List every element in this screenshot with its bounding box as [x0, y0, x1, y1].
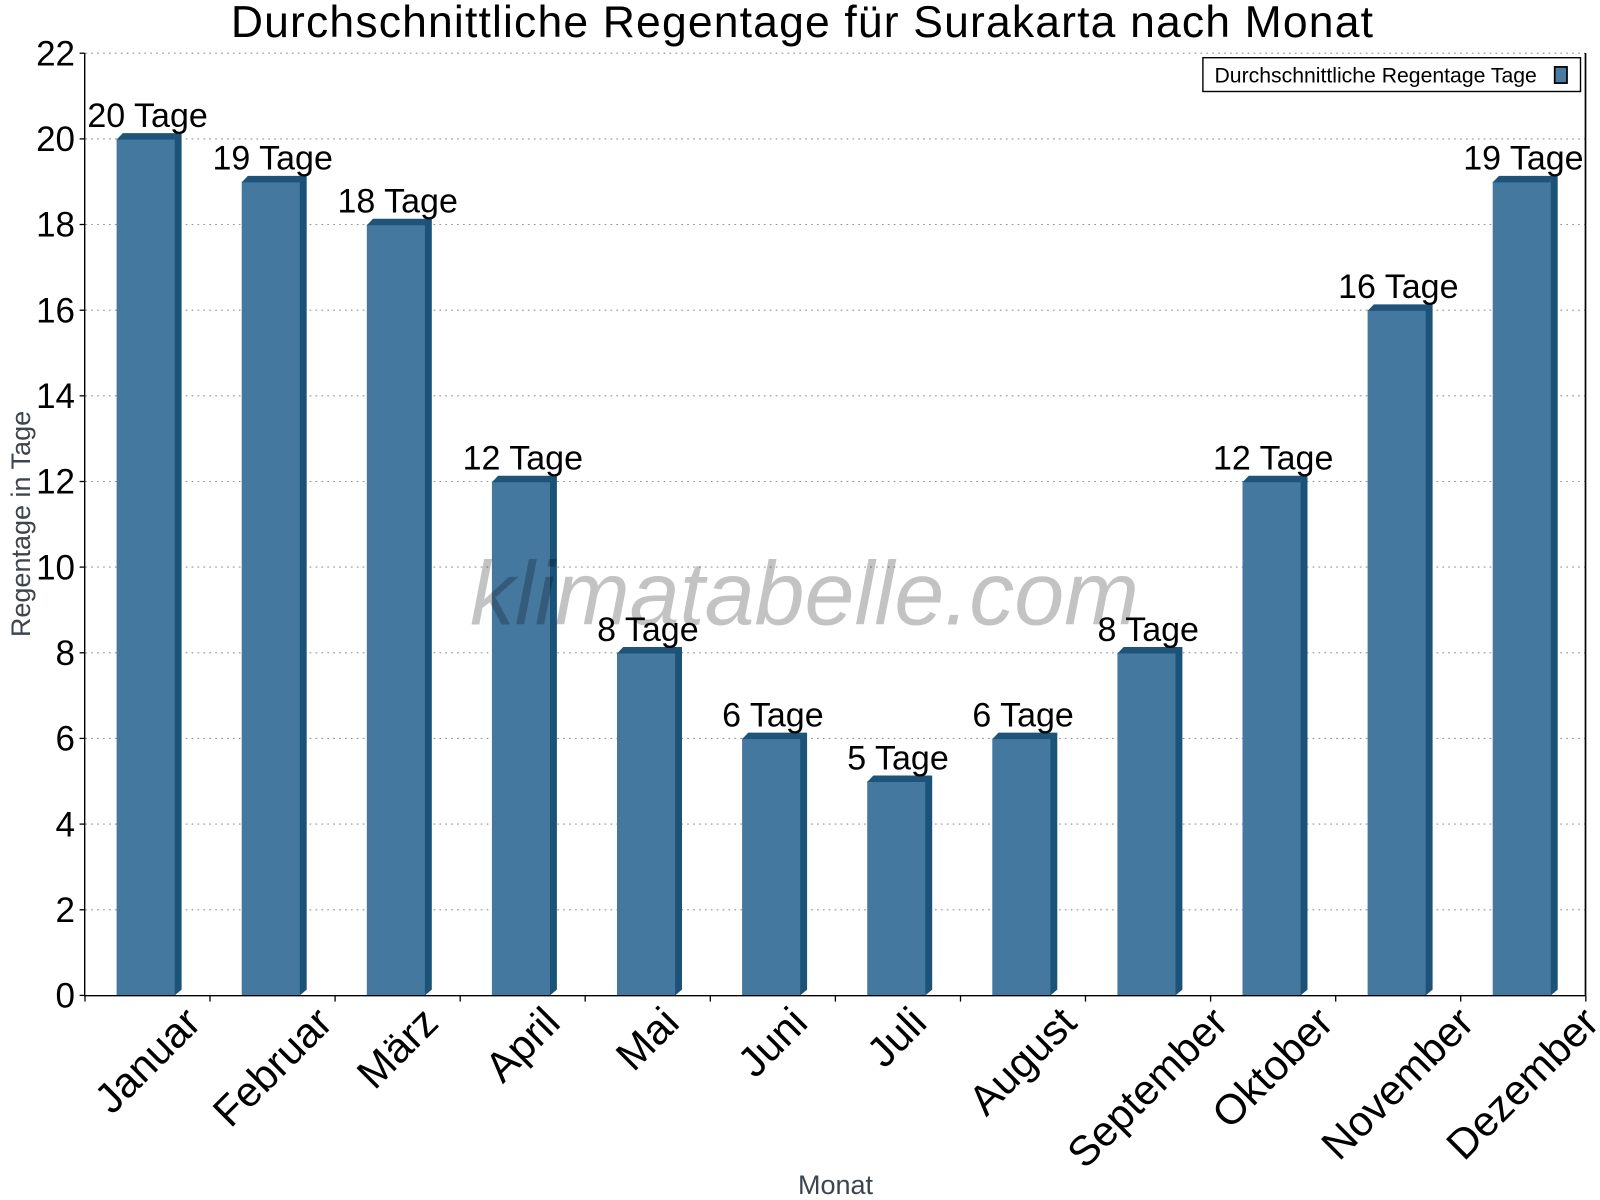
svg-text:2: 2 [56, 891, 75, 930]
svg-text:Monat: Monat [798, 1170, 874, 1200]
svg-text:18: 18 [36, 206, 75, 245]
svg-text:8 Tage: 8 Tage [597, 611, 698, 649]
svg-text:12 Tage: 12 Tage [463, 440, 583, 478]
svg-text:5 Tage: 5 Tage [847, 739, 948, 777]
svg-text:10: 10 [36, 548, 75, 587]
svg-text:Durchschnittliche Regentage fü: Durchschnittliche Regentage für Surakart… [231, 0, 1374, 47]
svg-text:19 Tage: 19 Tage [213, 140, 333, 178]
svg-text:20 Tage: 20 Tage [87, 97, 207, 135]
svg-text:8: 8 [56, 634, 75, 673]
svg-text:0: 0 [56, 977, 75, 1016]
svg-text:Durchschnittliche Regentage Ta: Durchschnittliche Regentage Tage [1215, 64, 1537, 87]
svg-text:6: 6 [56, 720, 75, 759]
svg-text:klimatabelle.com: klimatabelle.com [470, 544, 1139, 644]
svg-text:8 Tage: 8 Tage [1097, 611, 1198, 649]
svg-text:4: 4 [56, 805, 75, 844]
svg-text:14: 14 [36, 377, 75, 416]
svg-text:12 Tage: 12 Tage [1213, 440, 1333, 478]
svg-text:22: 22 [36, 34, 75, 73]
svg-text:12: 12 [36, 463, 75, 502]
svg-text:20: 20 [36, 120, 75, 159]
svg-text:16 Tage: 16 Tage [1338, 268, 1458, 306]
svg-text:18 Tage: 18 Tage [338, 183, 458, 221]
svg-text:16: 16 [36, 291, 75, 330]
svg-text:Regentage in Tage: Regentage in Tage [6, 411, 36, 637]
svg-text:6 Tage: 6 Tage [972, 696, 1073, 734]
svg-text:6 Tage: 6 Tage [722, 696, 823, 734]
svg-text:19 Tage: 19 Tage [1463, 140, 1583, 178]
